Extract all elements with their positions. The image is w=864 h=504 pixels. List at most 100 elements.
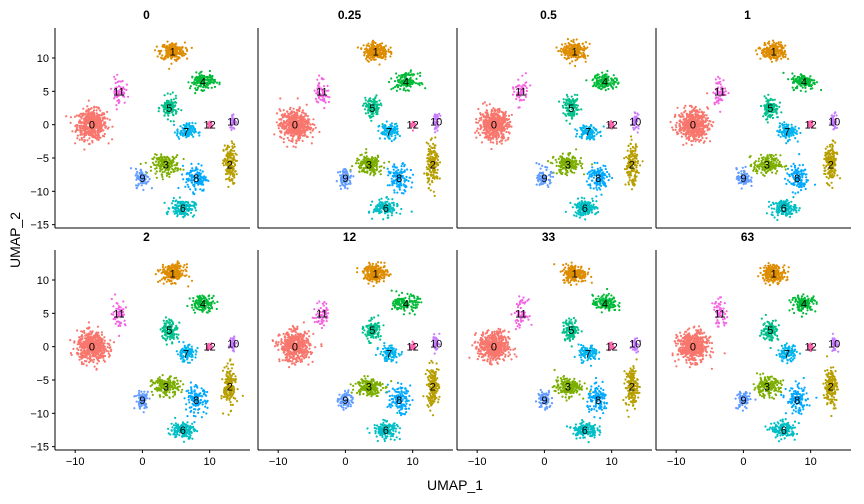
cluster-label: 2 <box>227 160 233 172</box>
scatter-point <box>573 156 576 159</box>
scatter-point <box>157 110 160 113</box>
scatter-point <box>176 132 179 135</box>
scatter-point <box>484 125 487 128</box>
scatter-point <box>402 192 405 195</box>
scatter-point <box>179 50 182 53</box>
scatter-point <box>362 158 365 161</box>
scatter-point <box>282 121 285 124</box>
scatter-point <box>100 127 103 130</box>
scatter-point <box>368 211 371 214</box>
cluster-label: 7 <box>183 126 189 138</box>
scatter-point <box>171 159 174 162</box>
scatter-point <box>157 161 160 164</box>
scatter-point <box>229 153 232 156</box>
scatter-point <box>425 166 428 169</box>
scatter-point <box>365 44 368 47</box>
scatter-point <box>364 151 367 154</box>
scatter-point <box>284 121 287 124</box>
scatter-point <box>233 149 236 152</box>
scatter-point <box>339 187 342 190</box>
scatter-point <box>300 119 303 122</box>
scatter-point <box>93 111 96 115</box>
scatter-point <box>176 128 179 132</box>
scatter-point <box>578 56 581 59</box>
scatter-point <box>169 120 172 123</box>
scatter-point <box>474 131 477 134</box>
scatter-point <box>80 133 83 136</box>
scatter-point <box>507 136 510 139</box>
scatter-point <box>489 141 492 144</box>
scatter-point <box>432 174 435 177</box>
scatter-point <box>505 130 508 134</box>
scatter-point <box>146 175 149 178</box>
scatter-point <box>115 104 118 107</box>
scatter-point <box>97 107 101 110</box>
scatter-point <box>408 176 411 179</box>
scatter-point <box>226 148 229 151</box>
scatter-point <box>562 48 565 52</box>
scatter-point <box>155 166 158 170</box>
scatter-point <box>387 160 391 163</box>
scatter-point <box>190 162 193 165</box>
scatter-point <box>299 136 302 140</box>
scatter-point <box>487 137 490 140</box>
scatter-point <box>321 99 324 102</box>
scatter-point <box>208 69 211 73</box>
scatter-point <box>180 109 183 112</box>
scatter-point <box>175 163 179 166</box>
scatter-point <box>189 179 192 182</box>
scatter-point <box>164 46 167 49</box>
scatter-point <box>502 119 505 122</box>
scatter-point <box>74 125 77 128</box>
scatter-point <box>378 211 382 214</box>
scatter-point <box>318 74 321 77</box>
scatter-point <box>383 166 386 169</box>
scatter-point <box>436 158 440 162</box>
scatter-point <box>432 150 435 153</box>
scatter-point <box>193 202 196 205</box>
scatter-point <box>181 173 184 176</box>
scatter-point <box>92 109 96 112</box>
scatter-point <box>158 52 161 56</box>
scatter-point <box>378 51 381 55</box>
scatter-point <box>492 141 495 144</box>
scatter-point <box>71 130 74 133</box>
scatter-point <box>186 179 189 182</box>
scatter-point <box>369 97 372 100</box>
scatter-point <box>149 169 152 172</box>
scatter-point <box>79 128 82 131</box>
scatter-point <box>125 83 128 86</box>
scatter-point <box>84 116 87 119</box>
scatter-point <box>500 110 503 113</box>
scatter-point <box>277 127 280 130</box>
scatter-point <box>379 54 382 57</box>
cluster-label: 11 <box>316 86 327 98</box>
scatter-point <box>437 155 440 158</box>
scatter-point <box>371 200 374 203</box>
scatter-point <box>91 116 94 119</box>
scatter-point <box>390 177 393 180</box>
scatter-point <box>95 123 98 126</box>
scatter-point <box>579 161 582 164</box>
scatter-point <box>396 127 399 130</box>
scatter-point <box>501 135 504 138</box>
scatter-point <box>189 211 193 214</box>
scatter-point <box>200 164 203 167</box>
scatter-point <box>316 78 319 81</box>
scatter-point <box>557 157 560 160</box>
scatter-point <box>177 135 180 139</box>
cluster-label: 3 <box>163 160 169 172</box>
scatter-point <box>419 71 422 74</box>
scatter-point <box>493 113 497 116</box>
scatter-point <box>409 85 412 88</box>
scatter-point <box>291 135 295 138</box>
scatter-point <box>280 122 283 125</box>
scatter-point <box>375 107 378 110</box>
scatter-point <box>207 76 210 79</box>
scatter-point <box>83 139 86 142</box>
scatter-point <box>83 122 86 125</box>
scatter-point <box>282 141 285 144</box>
scatter-point <box>390 139 393 143</box>
scatter-point <box>477 131 480 134</box>
scatter-point <box>118 100 121 103</box>
